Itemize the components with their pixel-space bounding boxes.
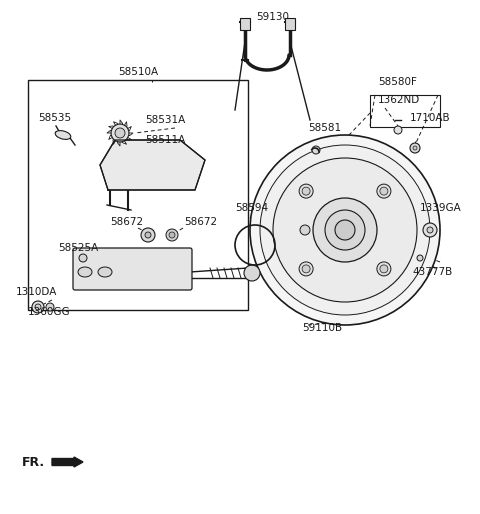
Circle shape	[325, 210, 365, 250]
Circle shape	[260, 145, 430, 315]
Circle shape	[32, 301, 44, 313]
Circle shape	[380, 187, 388, 195]
Circle shape	[427, 227, 433, 233]
Text: 58535: 58535	[38, 113, 71, 123]
Text: 58672: 58672	[184, 217, 217, 227]
Text: 58531A: 58531A	[145, 115, 185, 125]
FancyArrow shape	[52, 457, 83, 467]
Bar	[240, 18, 250, 30]
Circle shape	[46, 303, 54, 311]
Circle shape	[335, 220, 355, 240]
Circle shape	[299, 262, 313, 276]
Circle shape	[145, 232, 151, 238]
Text: 43777B: 43777B	[412, 267, 452, 277]
Circle shape	[244, 265, 260, 281]
Text: 58511A: 58511A	[145, 135, 185, 145]
Circle shape	[169, 232, 175, 238]
Circle shape	[423, 223, 437, 237]
Text: FR.: FR.	[22, 455, 45, 468]
Circle shape	[300, 225, 310, 235]
Circle shape	[35, 304, 41, 310]
Bar	[28, 80, 248, 310]
Text: 58672: 58672	[110, 217, 143, 227]
Text: 1360GG: 1360GG	[28, 307, 71, 317]
Text: 58510A: 58510A	[118, 67, 158, 77]
Ellipse shape	[55, 131, 71, 139]
Text: 1362ND: 1362ND	[378, 95, 420, 105]
Circle shape	[410, 143, 420, 153]
Circle shape	[377, 184, 391, 198]
Text: 58581: 58581	[308, 123, 341, 133]
Circle shape	[166, 229, 178, 241]
Circle shape	[299, 184, 313, 198]
Circle shape	[111, 124, 129, 142]
Bar	[370, 95, 440, 127]
Text: 1710AB: 1710AB	[410, 113, 451, 123]
Circle shape	[413, 146, 417, 150]
Ellipse shape	[98, 267, 112, 277]
Circle shape	[417, 255, 423, 261]
Circle shape	[312, 146, 320, 154]
Text: 1310DA: 1310DA	[16, 287, 58, 297]
Circle shape	[377, 262, 391, 276]
Text: 58594: 58594	[235, 203, 268, 213]
Circle shape	[250, 135, 440, 325]
Ellipse shape	[78, 267, 92, 277]
Text: 58525A: 58525A	[58, 243, 98, 253]
Circle shape	[302, 187, 310, 195]
Circle shape	[313, 198, 377, 262]
Circle shape	[273, 158, 417, 302]
Circle shape	[79, 254, 87, 262]
Text: 1339GA: 1339GA	[420, 203, 462, 213]
Circle shape	[394, 126, 402, 134]
Text: 58580F: 58580F	[378, 77, 417, 87]
Circle shape	[302, 265, 310, 273]
Circle shape	[115, 128, 125, 138]
Polygon shape	[100, 140, 205, 190]
FancyBboxPatch shape	[73, 248, 192, 290]
Circle shape	[141, 228, 155, 242]
Bar	[285, 18, 295, 30]
Text: 59130: 59130	[256, 12, 289, 22]
Text: 59110B: 59110B	[302, 323, 342, 333]
Circle shape	[380, 265, 388, 273]
